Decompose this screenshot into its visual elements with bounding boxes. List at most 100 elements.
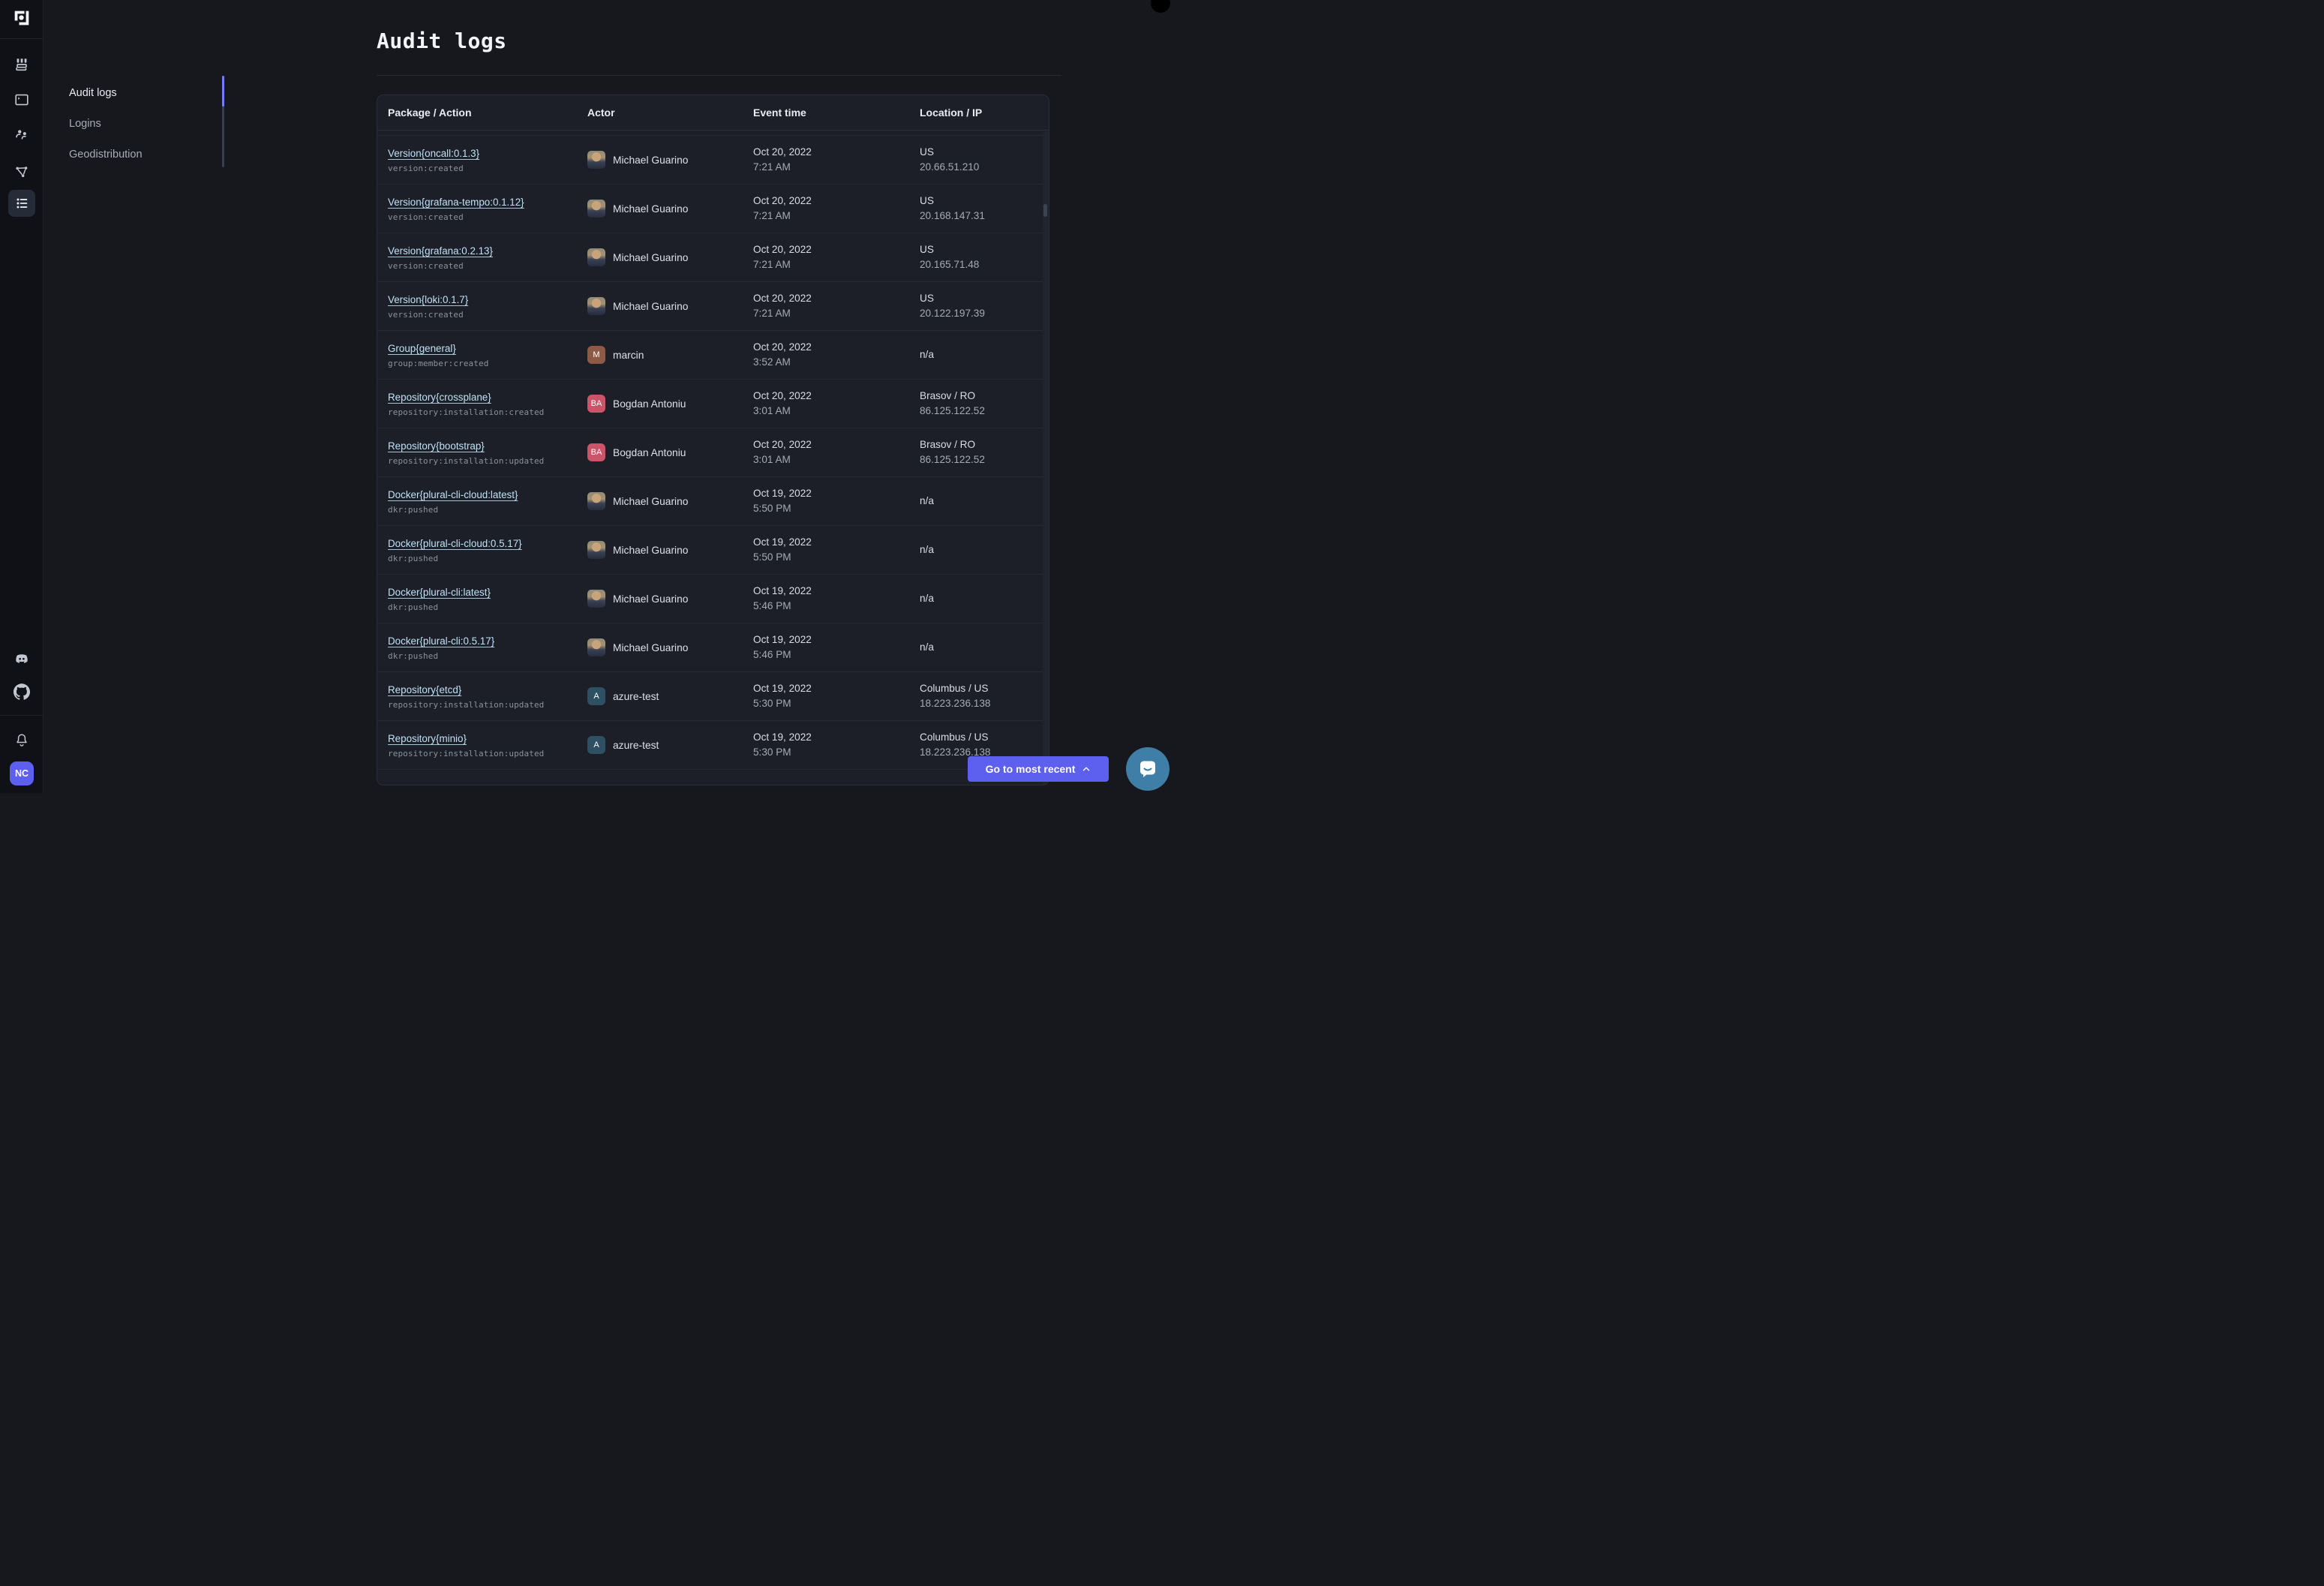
table-row: Repository{etcd} repository:installation:… bbox=[377, 672, 1049, 721]
actor-avatar-photo bbox=[587, 492, 605, 510]
cell-package-action: Repository{bootstrap} repository:installa… bbox=[388, 440, 587, 466]
discord-icon bbox=[16, 654, 28, 663]
event-date: Oct 20, 2022 bbox=[753, 341, 812, 353]
cell-package-action: Docker{plural-cli-cloud:0.5.17} dkr:pushe… bbox=[388, 537, 587, 563]
subnav-item-audit-logs[interactable]: Audit logs bbox=[69, 86, 117, 99]
package-link[interactable]: Repository{etcd} bbox=[388, 683, 462, 695]
event-date: Oct 20, 2022 bbox=[753, 146, 812, 158]
table-row: Repository{minio} repository:installation… bbox=[377, 721, 1049, 770]
action-label: dkr:pushed bbox=[388, 553, 439, 563]
action-label: version:created bbox=[388, 212, 464, 222]
subnav-item-logins[interactable]: Logins bbox=[69, 117, 101, 130]
sidebar-item-audits[interactable] bbox=[8, 190, 35, 217]
actor-name: azure-test bbox=[613, 739, 659, 751]
package-link[interactable]: Version{oncall:0.1.3} bbox=[388, 147, 480, 159]
action-label: group:member:created bbox=[388, 358, 489, 368]
sidebar-item-marketplace[interactable] bbox=[10, 53, 34, 77]
package-link[interactable]: Repository{bootstrap} bbox=[388, 440, 485, 452]
column-header-location-ip: Location / IP bbox=[920, 107, 983, 119]
event-clock: 5:50 PM bbox=[753, 503, 791, 514]
cell-event-time: Oct 20, 2022 3:52 AM bbox=[753, 340, 920, 370]
chat-launcher-button[interactable] bbox=[1126, 747, 1170, 791]
package-link[interactable]: Docker{plural-cli-cloud:0.5.17} bbox=[388, 537, 522, 549]
cell-event-time: Oct 19, 2022 5:30 PM bbox=[753, 681, 920, 711]
location: n/a bbox=[920, 495, 934, 506]
event-clock: 3:01 AM bbox=[753, 405, 791, 416]
sidebar-item-discord[interactable] bbox=[10, 647, 34, 671]
subnav-scroll-track bbox=[222, 76, 224, 167]
cell-actor: Michael Guarino bbox=[587, 590, 753, 608]
go-to-most-recent-button[interactable]: Go to most recent bbox=[968, 756, 1109, 782]
action-label: dkr:pushed bbox=[388, 650, 439, 661]
package-link[interactable]: Version{grafana:0.2.13} bbox=[388, 245, 493, 257]
actor-name: Michael Guarino bbox=[613, 593, 689, 605]
cell-actor: BA Bogdan Antoniu bbox=[587, 395, 753, 413]
actor-avatar-photo bbox=[587, 590, 605, 608]
cell-actor: Michael Guarino bbox=[587, 541, 753, 559]
actor-avatar-photo bbox=[587, 638, 605, 656]
package-link[interactable]: Docker{plural-cli-cloud:latest} bbox=[388, 488, 518, 500]
event-date: Oct 19, 2022 bbox=[753, 585, 812, 596]
event-clock: 5:46 PM bbox=[753, 649, 791, 660]
action-label: repository:installation:updated bbox=[388, 455, 545, 466]
sidebar-item-github[interactable] bbox=[10, 680, 34, 704]
actor-name: Michael Guarino bbox=[613, 251, 689, 263]
table-row: Docker{plural-cli:latest} dkr:pushed Micha… bbox=[377, 575, 1049, 623]
cell-package-action: Group{general} group:member:created bbox=[388, 342, 587, 368]
actor-name: Michael Guarino bbox=[613, 495, 689, 507]
package-link[interactable]: Version{loki:0.1.7} bbox=[388, 293, 469, 305]
sidebar-item-accounts[interactable] bbox=[10, 123, 34, 147]
cell-location-ip: US 20.66.51.210 bbox=[920, 145, 1049, 175]
action-label: repository:installation:updated bbox=[388, 748, 545, 758]
actor-name: Michael Guarino bbox=[613, 641, 689, 653]
event-date: Oct 20, 2022 bbox=[753, 195, 812, 206]
cell-location-ip: n/a bbox=[920, 347, 1049, 362]
audit-list-icon bbox=[17, 198, 28, 209]
sidebar-item-clusters[interactable] bbox=[10, 160, 34, 184]
package-link[interactable]: Repository{minio} bbox=[388, 732, 467, 744]
actor-name: Michael Guarino bbox=[613, 300, 689, 312]
subnav-active-indicator bbox=[222, 76, 224, 107]
user-avatar[interactable]: NC bbox=[10, 761, 34, 785]
table-scrollbar-track[interactable] bbox=[1043, 131, 1049, 785]
event-clock: 5:46 PM bbox=[753, 600, 791, 611]
notifications-button[interactable] bbox=[10, 728, 34, 752]
cell-event-time: Oct 20, 2022 7:21 AM bbox=[753, 291, 920, 321]
cell-location-ip: US 20.168.147.31 bbox=[920, 194, 1049, 224]
ip-address: 20.66.51.210 bbox=[920, 161, 980, 173]
action-label: dkr:pushed bbox=[388, 504, 439, 515]
subnav: Audit logs Logins Geodistribution bbox=[69, 77, 227, 170]
subnav-item-geodistribution[interactable]: Geodistribution bbox=[69, 148, 143, 161]
ip-address: 20.168.147.31 bbox=[920, 210, 985, 221]
table-scrollbar-thumb[interactable] bbox=[1043, 204, 1047, 217]
cell-event-time: Oct 19, 2022 5:50 PM bbox=[753, 535, 920, 565]
table-row: Docker{plural-cli-cloud:latest} dkr:pushe… bbox=[377, 477, 1049, 526]
location: US bbox=[920, 293, 934, 304]
ip-address: 18.223.236.138 bbox=[920, 746, 991, 758]
ip-address: 20.165.71.48 bbox=[920, 259, 980, 270]
sidebar-item-terminal[interactable] bbox=[10, 88, 34, 112]
package-link[interactable]: Docker{plural-cli:0.5.17} bbox=[388, 635, 495, 647]
actor-name: Michael Guarino bbox=[613, 154, 689, 166]
location: Columbus / US bbox=[920, 731, 989, 743]
cell-event-time: Oct 19, 2022 5:50 PM bbox=[753, 486, 920, 516]
plural-logo[interactable] bbox=[11, 8, 32, 29]
action-label: repository:installation:updated bbox=[388, 699, 545, 710]
cell-package-action: Version{loki:0.1.7} version:created bbox=[388, 293, 587, 320]
package-link[interactable]: Group{general} bbox=[388, 342, 456, 354]
marketplace-icon bbox=[16, 59, 27, 71]
location: Brasov / RO bbox=[920, 390, 976, 401]
event-date: Oct 19, 2022 bbox=[753, 536, 812, 548]
package-link[interactable]: Docker{plural-cli:latest} bbox=[388, 586, 491, 598]
sidebar-divider-bottom bbox=[0, 715, 44, 716]
actor-avatar-photo bbox=[587, 151, 605, 169]
cell-actor: Michael Guarino bbox=[587, 492, 753, 510]
actor-name: marcin bbox=[613, 349, 644, 361]
event-clock: 7:21 AM bbox=[753, 308, 791, 319]
table-row: Version{oncall:0.1.3} version:created Mich… bbox=[377, 136, 1049, 185]
table-row: Version{grafana:0.2.13} version:created Mi… bbox=[377, 233, 1049, 282]
package-link[interactable]: Version{grafana-tempo:0.1.12} bbox=[388, 196, 524, 208]
event-clock: 3:52 AM bbox=[753, 356, 791, 368]
package-link[interactable]: Repository{crossplane} bbox=[388, 391, 491, 403]
cell-package-action: Docker{plural-cli:0.5.17} dkr:pushed bbox=[388, 635, 587, 661]
